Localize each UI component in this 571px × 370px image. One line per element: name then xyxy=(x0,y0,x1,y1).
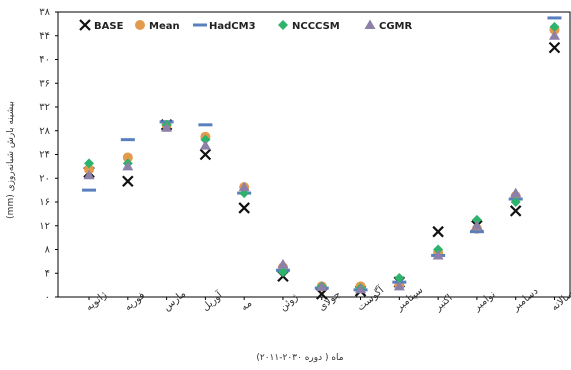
legend-label-cgmr: CGMR xyxy=(379,21,412,32)
data-point-cgmr xyxy=(238,181,250,192)
data-point-ncccsm xyxy=(84,158,95,169)
x-tick-label: اکتبر xyxy=(432,293,454,314)
y-tick-label: ۰ xyxy=(45,292,50,303)
data-point-hadcm3 xyxy=(547,16,562,20)
series-ncccsm xyxy=(84,21,560,294)
legend-marker-mean xyxy=(135,20,145,30)
x-tick-label: ژوئن xyxy=(278,292,301,313)
data-point-cgmr xyxy=(355,283,367,294)
y-axis: ۰ ۴ ۸ ۱۲ ۱۶ ۲۰ ۲۴ ۲۸ ۳۲ ۳۶ ۴۰ ۴۴ ۳۸ xyxy=(39,7,58,303)
data-point-ncccsm xyxy=(549,21,560,32)
x-axis-title: ماه ( دوره ۲۰۳۰-۲۰۱۱) xyxy=(256,353,343,363)
series-base xyxy=(83,41,561,300)
legend-label-hadcm3: HadCM3 xyxy=(209,21,256,32)
data-point-hadcm3 xyxy=(469,230,484,234)
x-tick-label: فوریه xyxy=(123,290,148,313)
data-point-base xyxy=(122,175,134,187)
data-point-base xyxy=(238,202,250,214)
data-point-cgmr xyxy=(510,187,522,198)
y-tick-label: ۲۴ xyxy=(39,150,50,161)
data-point-ncccsm xyxy=(471,214,482,225)
x-tick-label: سالانه xyxy=(549,289,571,314)
y-tick-label: ۲۸ xyxy=(39,126,50,137)
legend-marker-cgmr xyxy=(364,19,376,29)
legend-label-ncccsm: NCCCSM xyxy=(292,21,340,32)
data-point-cgmr xyxy=(471,220,483,230)
y-tick-label: ۱۶ xyxy=(39,197,50,208)
y-tick-label: ۲۰ xyxy=(39,173,50,184)
legend-label-mean: Mean xyxy=(149,21,180,32)
plot-frame xyxy=(57,11,571,298)
y-tick-label: ۳۶ xyxy=(39,78,50,89)
series-cgmr xyxy=(83,30,560,294)
data-point-ncccsm xyxy=(433,244,444,255)
x-tick-label: آوریل xyxy=(199,288,226,313)
legend-label-base: BASE xyxy=(94,21,124,32)
data-point-cgmr xyxy=(161,122,173,132)
x-tick-label: مه xyxy=(239,298,254,313)
data-point-cgmr xyxy=(83,169,95,180)
data-point-base xyxy=(432,225,444,238)
legend: BASE Mean HadCM3 NCCCSM CGMR xyxy=(79,19,412,32)
data-point-ncccsm xyxy=(200,134,211,145)
x-tick-label: دسامبر xyxy=(510,286,541,314)
data-point-cgmr xyxy=(316,281,328,291)
y-tick-label: ۱۲ xyxy=(39,221,50,232)
data-point-hadcm3 xyxy=(82,188,97,192)
data-marks xyxy=(82,16,562,300)
data-point-cgmr xyxy=(277,258,289,269)
y-tick-label: ۸ xyxy=(45,245,51,256)
series-hadcm3 xyxy=(82,16,562,292)
y-tick-label: ۳۸ xyxy=(39,7,50,18)
x-tick-label: مارس xyxy=(161,289,188,314)
data-point-base xyxy=(199,148,212,161)
legend-marker-base xyxy=(79,19,91,31)
legend-marker-ncccsm xyxy=(278,20,288,30)
data-point-ncccsm xyxy=(277,267,288,278)
x-tick-label: ژانویه xyxy=(84,290,109,314)
legend-marker-hadcm3 xyxy=(193,23,207,27)
data-point-cgmr xyxy=(432,249,444,260)
y-tick-label: ۴۴ xyxy=(39,31,50,42)
data-point-cgmr xyxy=(393,280,405,291)
data-point-ncccsm xyxy=(394,273,405,283)
data-point-base xyxy=(548,41,561,54)
data-point-mean xyxy=(122,152,133,163)
y-tick-label: ۴ xyxy=(45,268,50,279)
data-point-cgmr xyxy=(199,140,211,150)
data-point-hadcm3 xyxy=(198,123,213,127)
series-mean xyxy=(84,24,560,292)
y-tick-label: ۴۰ xyxy=(39,55,50,66)
data-point-base xyxy=(509,205,522,217)
data-point-ncccsm xyxy=(510,197,521,207)
data-point-cgmr xyxy=(122,160,134,171)
y-tick-label: ۳۲ xyxy=(39,102,50,113)
y-axis-title: بیشینه بارش شبانه‌روزی (mm) xyxy=(6,101,16,219)
data-point-mean xyxy=(84,164,95,175)
data-point-hadcm3 xyxy=(120,138,135,142)
data-point-cgmr xyxy=(548,30,560,40)
x-tick-label: نوامبر xyxy=(471,289,498,314)
